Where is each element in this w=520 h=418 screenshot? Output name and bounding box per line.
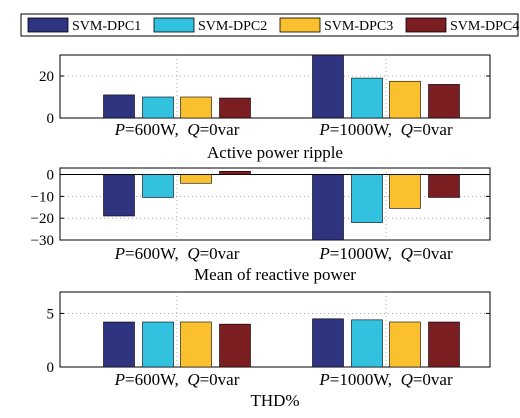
bar	[142, 321, 174, 368]
bar	[103, 94, 135, 119]
bar	[312, 54, 344, 119]
subplot: 0 −10 −20 −30 P=600W, Q=0var P=1000W, Q=0var M…	[31, 167, 491, 284]
x-tick-label: P=1000W, Q=0var	[318, 120, 453, 139]
bar	[351, 174, 383, 223]
bar	[389, 80, 421, 119]
legend-label: SVM-DPC3	[324, 19, 393, 34]
x-tick-label: P=600W, Q=0var	[114, 370, 240, 389]
bar	[428, 84, 460, 119]
bar	[180, 321, 212, 368]
bar	[351, 319, 383, 368]
y-tick-label: 5	[47, 306, 55, 322]
y-tick-label: 20	[39, 69, 54, 85]
x-tick-label: P=600W, Q=0var	[114, 120, 240, 139]
bar	[142, 96, 174, 119]
x-tick-label: P=600W, Q=0var	[114, 244, 240, 263]
legend-box	[20, 13, 519, 37]
legend: SVM-DPC1 SVM-DPC2 SVM-DPC3 SVM-DPC4	[20, 13, 519, 37]
subplot-title: Mean of reactive power	[194, 265, 356, 284]
subplot-title: THD%	[250, 391, 299, 410]
legend-label: SVM-DPC1	[72, 19, 141, 34]
bar	[219, 170, 251, 175]
bar	[180, 96, 212, 119]
legend-label: SVM-DPC4	[450, 19, 519, 34]
bar	[142, 174, 174, 198]
bar	[219, 323, 251, 368]
x-tick-label: P=1000W, Q=0var	[318, 244, 453, 263]
x-tick-label: P=1000W, Q=0var	[318, 370, 453, 389]
legend-swatch	[153, 17, 195, 33]
y-tick-label: 0	[47, 168, 55, 184]
subplot-title: Active power ripple	[207, 143, 343, 162]
bar	[351, 77, 383, 119]
legend-swatch	[279, 17, 321, 33]
bar	[389, 321, 421, 368]
y-tick-label: −20	[31, 211, 54, 227]
bar	[103, 174, 135, 217]
legend-swatch	[405, 17, 447, 33]
bar	[428, 174, 460, 198]
y-tick-label: 0	[47, 360, 55, 376]
y-tick-label: −10	[31, 189, 54, 205]
y-tick-label: 0	[47, 111, 55, 127]
bar	[103, 321, 135, 368]
bar	[219, 97, 251, 119]
subplot: 0 20 P=600W, Q=0var P=1000W, Q=0var Active p…	[39, 54, 491, 162]
bar	[428, 321, 460, 368]
bar	[312, 318, 344, 368]
bar	[312, 174, 344, 241]
y-tick-label: −30	[31, 233, 54, 249]
legend-swatch	[27, 17, 69, 33]
legend-label: SVM-DPC2	[198, 19, 267, 34]
subplot: 0 5 P=600W, Q=0var P=1000W, Q=0var THD%	[47, 291, 491, 410]
bar	[180, 174, 212, 184]
bar	[389, 174, 421, 209]
